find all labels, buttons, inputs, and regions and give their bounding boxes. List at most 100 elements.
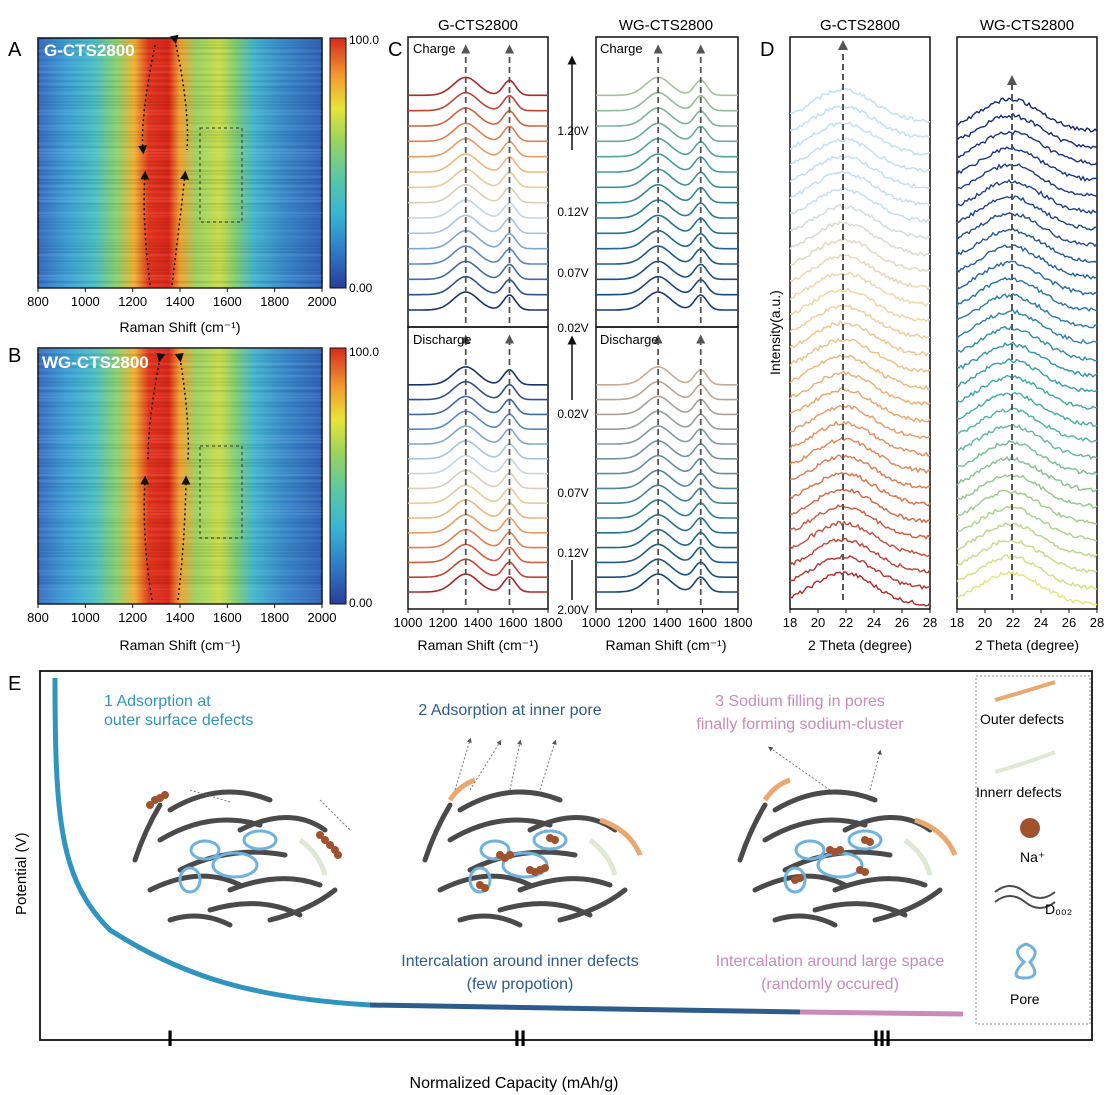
heatmap-stripe <box>38 507 322 509</box>
raman-g-discharge-curve <box>408 513 548 534</box>
heatmap-stripe <box>38 570 322 572</box>
raman-wg-discharge-curve <box>596 573 738 593</box>
pointer-arrow <box>509 739 522 791</box>
xrd-g-curve <box>789 488 931 524</box>
heatmap-a-cmin: 0.00 <box>349 281 373 295</box>
xrd-g-x-tick-label: 24 <box>867 615 881 630</box>
heatmap-stripe <box>38 558 322 560</box>
raman-g-x-tick-label: 1800 <box>534 615 563 630</box>
xrd-wg-curve <box>956 455 1098 493</box>
xrd-g-curve <box>789 186 931 223</box>
heatmap-stripe <box>38 71 322 73</box>
heatmap-stripe <box>38 408 322 410</box>
xrd-g-curve <box>789 472 931 507</box>
raman-wg-discharge-curve <box>596 395 738 416</box>
raman-wg-discharge-curve <box>596 484 738 504</box>
xrd-wg-curve <box>956 570 1098 606</box>
sodium-ion <box>551 836 559 844</box>
carbon-sheet <box>557 887 628 923</box>
heatmap-stripe <box>38 435 322 437</box>
heatmap-stripe <box>38 384 322 386</box>
raman-wg-x-tick-label: 1400 <box>653 615 682 630</box>
raman-wg-charge-curve <box>596 168 738 189</box>
carbon-sheet <box>447 817 553 843</box>
heatmap-stripe <box>38 567 322 569</box>
potential-curve-stage3 <box>799 1009 964 1017</box>
xrd-wg-curve <box>956 212 1098 248</box>
raman-wg-x-tick-label: 1000 <box>582 615 611 630</box>
heatmap-stripe <box>38 209 322 211</box>
xrd-wg-curve <box>956 163 1098 198</box>
heatmap-stripe <box>38 465 322 467</box>
heatmap-stripe <box>38 212 322 214</box>
heatmap-stripe <box>38 378 322 380</box>
legend-pore-icon <box>1014 942 1037 980</box>
xrd-g-curve <box>789 520 931 557</box>
heatmap-a-x-tick-label: 800 <box>27 294 49 309</box>
inner-defect <box>298 838 328 876</box>
heatmap-stripe <box>38 128 322 130</box>
sodium-ion <box>541 864 549 872</box>
heatmap-stripe <box>38 417 322 419</box>
heatmap-stripe <box>38 534 322 536</box>
raman-curves <box>408 44 738 605</box>
raman-g-discharge-curve <box>408 558 548 578</box>
raman-wg-charge-curve <box>596 91 738 112</box>
heatmap-a-stripes <box>38 38 322 289</box>
raman-wg-charge-curve <box>596 153 738 173</box>
voltage-0-12-c: 0.12V <box>557 205 588 219</box>
heatmap-stripe <box>38 555 322 557</box>
raman-g-charge-curve <box>408 168 548 189</box>
heatmap-stripe <box>38 432 322 434</box>
heatmap-stripe <box>38 441 322 443</box>
raman-g-x-tick-label: 1600 <box>499 615 528 630</box>
raman-xlabel-wg: Raman Shift (cm⁻¹) <box>606 637 727 653</box>
legend-outer-defects: Outer defects <box>980 711 1064 727</box>
sodium-ion <box>321 836 329 844</box>
xrd-g-curve <box>789 404 931 440</box>
heatmap-stripe <box>38 600 322 602</box>
raman-wg-discharge-curve <box>596 425 738 445</box>
xrd-g-curve <box>789 370 931 406</box>
xrd-g-x-tick-label: 28 <box>923 615 937 630</box>
carbon-sheet <box>467 849 578 873</box>
xrd-panels: G-CTS2800 WG-CTS2800 Intensity(a.u.) 18 2… <box>767 17 1104 653</box>
heatmap-stripe <box>38 191 322 193</box>
xrd-title-wg: WG-CTS2800 <box>980 17 1074 34</box>
heatmap-stripe <box>38 62 322 64</box>
xrd-g-curve <box>789 220 931 257</box>
heatmap-stripe <box>38 89 322 91</box>
raman-g-x-tick-label: 1400 <box>464 615 493 630</box>
note3-line2: (randomly occured) <box>761 976 899 993</box>
xrd-wg-curve <box>956 97 1098 133</box>
raman-g-charge-curve <box>408 229 548 250</box>
xrd-wg-curve <box>956 522 1098 559</box>
heatmap-stripe <box>38 266 322 268</box>
heatmap-stripe <box>38 429 322 431</box>
sodium-ion <box>481 884 489 892</box>
heatmap-stripe <box>38 203 322 205</box>
xrd-wg-curve <box>956 260 1098 296</box>
legend-na-icon <box>1020 818 1040 838</box>
heatmap-stripe <box>38 278 322 280</box>
heatmap-stripe <box>38 122 322 124</box>
heatmap-stripe <box>38 44 322 46</box>
heatmap-stripe <box>38 194 322 196</box>
voltage-2-00: 2.00V <box>557 603 588 617</box>
heatmap-b-x-tick-label: 800 <box>27 610 49 625</box>
xrd-wg-x-tick-label: 24 <box>1034 615 1048 630</box>
voltage-0-02-c: 0.02V <box>557 321 588 335</box>
heatmap-stripe <box>38 146 322 148</box>
xrd-curves <box>789 87 1098 607</box>
raman-wg-discharge-curve <box>596 513 738 534</box>
heatmap-stripe <box>38 227 322 229</box>
sodium-ion <box>146 801 154 809</box>
raman-wg-x-tick-label: 1200 <box>617 615 646 630</box>
carbon-sheet <box>437 873 533 893</box>
sodium-ion <box>316 831 324 839</box>
xrd-wg-x-tick-label: 26 <box>1062 615 1076 630</box>
raman-wg-charge-curve <box>596 275 738 296</box>
heatmap-stripe <box>38 444 322 446</box>
heatmap-b-stripes <box>38 348 322 605</box>
heatmap-stripe <box>38 375 322 377</box>
